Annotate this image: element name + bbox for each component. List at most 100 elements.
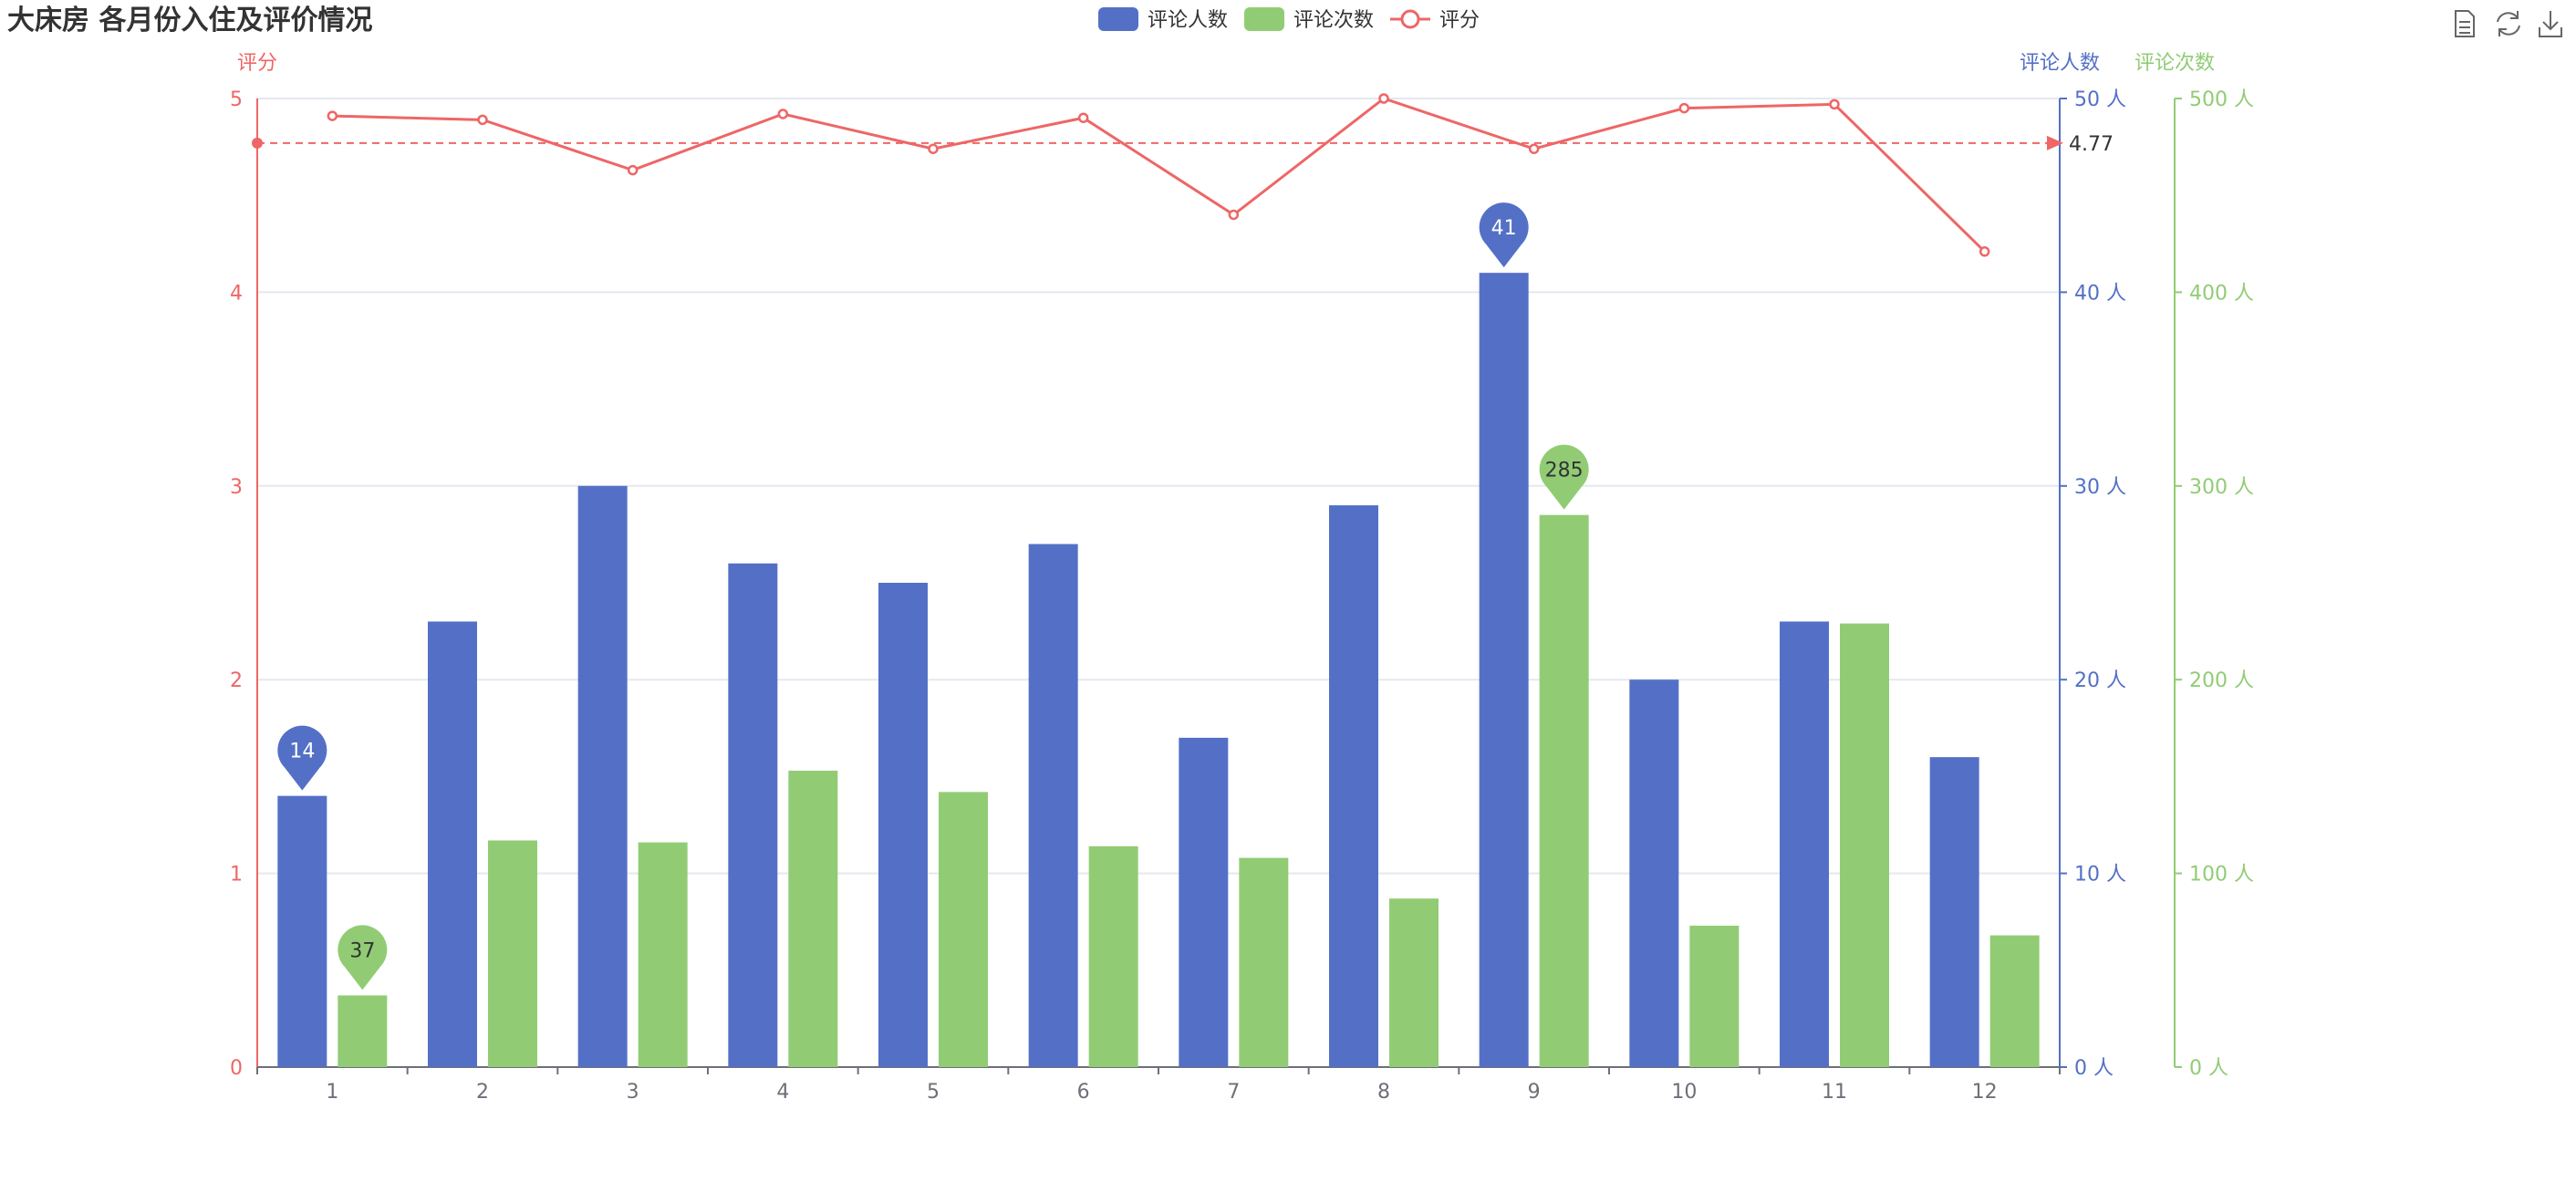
x-tick-label: 6 [1077, 1081, 1090, 1104]
average-line-start [252, 137, 263, 149]
score-point[interactable] [928, 143, 939, 154]
marker-pin-tail [285, 768, 320, 791]
score-tick-label: 5 [230, 88, 243, 111]
x-tick-label: 3 [627, 1081, 639, 1104]
marker-pin-tail [1546, 487, 1582, 510]
score-point[interactable] [1528, 143, 1540, 154]
bar-people[interactable] [1929, 757, 1979, 1067]
bar-count[interactable] [338, 995, 388, 1067]
count-tick-label: 300 人 [2189, 476, 2254, 499]
score-point[interactable] [1228, 209, 1240, 221]
bar-count[interactable] [1389, 898, 1439, 1067]
x-tick-label: 10 [1671, 1081, 1697, 1104]
markers: 4.77 14 41 37 285 [252, 133, 2114, 990]
x-tick-label: 9 [1528, 1081, 1541, 1104]
score-point[interactable] [1829, 98, 1840, 110]
people-tick-label: 20 人 [2074, 669, 2126, 692]
marker-pin-tail [345, 967, 380, 990]
marker-label: 285 [1545, 460, 1584, 482]
x-tick-label: 2 [476, 1081, 489, 1104]
legend-label: 评论次数 [1293, 9, 1374, 32]
data-view-icon[interactable] [2455, 10, 2475, 37]
legend-item-count[interactable]: 评论次数 [1244, 7, 1374, 32]
bar-count[interactable] [788, 771, 838, 1067]
marker-pin-head [1479, 202, 1529, 253]
bar-count[interactable] [488, 840, 537, 1067]
legend-swatch [1098, 7, 1138, 31]
legend-item-people[interactable]: 评论人数 [1098, 7, 1228, 32]
marker-pin-head [1539, 444, 1589, 494]
legend-label: 评论人数 [1148, 9, 1228, 32]
score-point[interactable] [477, 114, 488, 126]
marker-pin[interactable]: 41 [1479, 202, 1529, 268]
average-line-label: 4.77 [2069, 133, 2114, 156]
score-point[interactable] [1378, 93, 1389, 104]
score-tick-label: 0 [230, 1057, 243, 1080]
score-point[interactable] [1678, 102, 1690, 114]
bar-people[interactable] [1028, 544, 1078, 1067]
marker-label: 14 [289, 741, 315, 763]
count-tick-label: 0 人 [2189, 1057, 2228, 1080]
score-point[interactable] [627, 164, 639, 176]
score-tick-label: 2 [230, 669, 243, 692]
marker-pin-head [277, 725, 327, 775]
marker-pin[interactable]: 37 [338, 925, 388, 990]
bar-count[interactable] [939, 792, 988, 1067]
marker-pin[interactable]: 14 [277, 725, 327, 791]
bar-people[interactable] [1780, 621, 1829, 1067]
marker-pin[interactable]: 285 [1539, 444, 1589, 510]
bar-count[interactable] [1088, 845, 1138, 1067]
toolbox [2455, 10, 2562, 37]
save-image-icon[interactable] [2539, 11, 2562, 37]
people-tick-label: 10 人 [2074, 864, 2126, 886]
marker-label: 37 [349, 939, 375, 962]
score-tick-label: 4 [230, 282, 243, 305]
people-axis-name: 评论人数 [2020, 52, 2100, 75]
score-tick-label: 3 [230, 476, 243, 499]
score-point[interactable] [1077, 112, 1089, 123]
bar-people[interactable] [1179, 737, 1229, 1067]
save-icon-head [2542, 21, 2559, 31]
score-tick-label: 1 [230, 864, 243, 886]
marker-pin-head [338, 925, 388, 975]
bar-people[interactable] [728, 563, 778, 1067]
legend-item-score[interactable]: 评分 [1390, 9, 1480, 32]
bar-people[interactable] [277, 795, 327, 1067]
people-tick-label: 40 人 [2074, 282, 2126, 305]
restore-icon-arrow [2510, 11, 2519, 19]
bar-count[interactable] [1539, 514, 1589, 1067]
people-tick-label: 0 人 [2074, 1057, 2114, 1080]
score-point[interactable] [1979, 246, 1990, 257]
save-icon-tray [2539, 27, 2562, 37]
bar-people[interactable] [1479, 273, 1529, 1067]
legend-label: 评分 [1439, 9, 1480, 32]
score-point[interactable] [777, 109, 789, 119]
bar-count[interactable] [638, 842, 688, 1067]
bars [277, 273, 2040, 1067]
x-tick-label: 4 [776, 1081, 789, 1104]
data-view-icon-outline [2455, 10, 2475, 37]
x-tick-label: 7 [1227, 1081, 1240, 1104]
bar-count[interactable] [1989, 935, 2040, 1067]
x-tick-label: 8 [1377, 1081, 1390, 1104]
x-tick-label: 11 [1822, 1081, 1847, 1104]
bar-count[interactable] [1689, 925, 1740, 1067]
bar-people[interactable] [878, 583, 928, 1067]
average-line-arrow [2047, 135, 2063, 150]
bar-people[interactable] [1329, 505, 1378, 1067]
bar-people[interactable] [577, 485, 628, 1067]
bar-count[interactable] [1840, 623, 1889, 1067]
x-tick-label: 12 [1972, 1081, 1998, 1104]
people-tick-label: 30 人 [2074, 476, 2126, 499]
bar-people[interactable] [1629, 679, 1679, 1067]
legend-swatch [1244, 7, 1284, 31]
bar-count[interactable] [1239, 857, 1289, 1067]
marker-pin-tail [1486, 244, 1522, 268]
count-tick-label: 400 人 [2189, 282, 2254, 305]
count-axis-name: 评论次数 [2135, 52, 2215, 75]
bar-people[interactable] [428, 621, 477, 1067]
restore-icon[interactable] [2497, 11, 2520, 36]
score-point[interactable] [327, 110, 338, 121]
